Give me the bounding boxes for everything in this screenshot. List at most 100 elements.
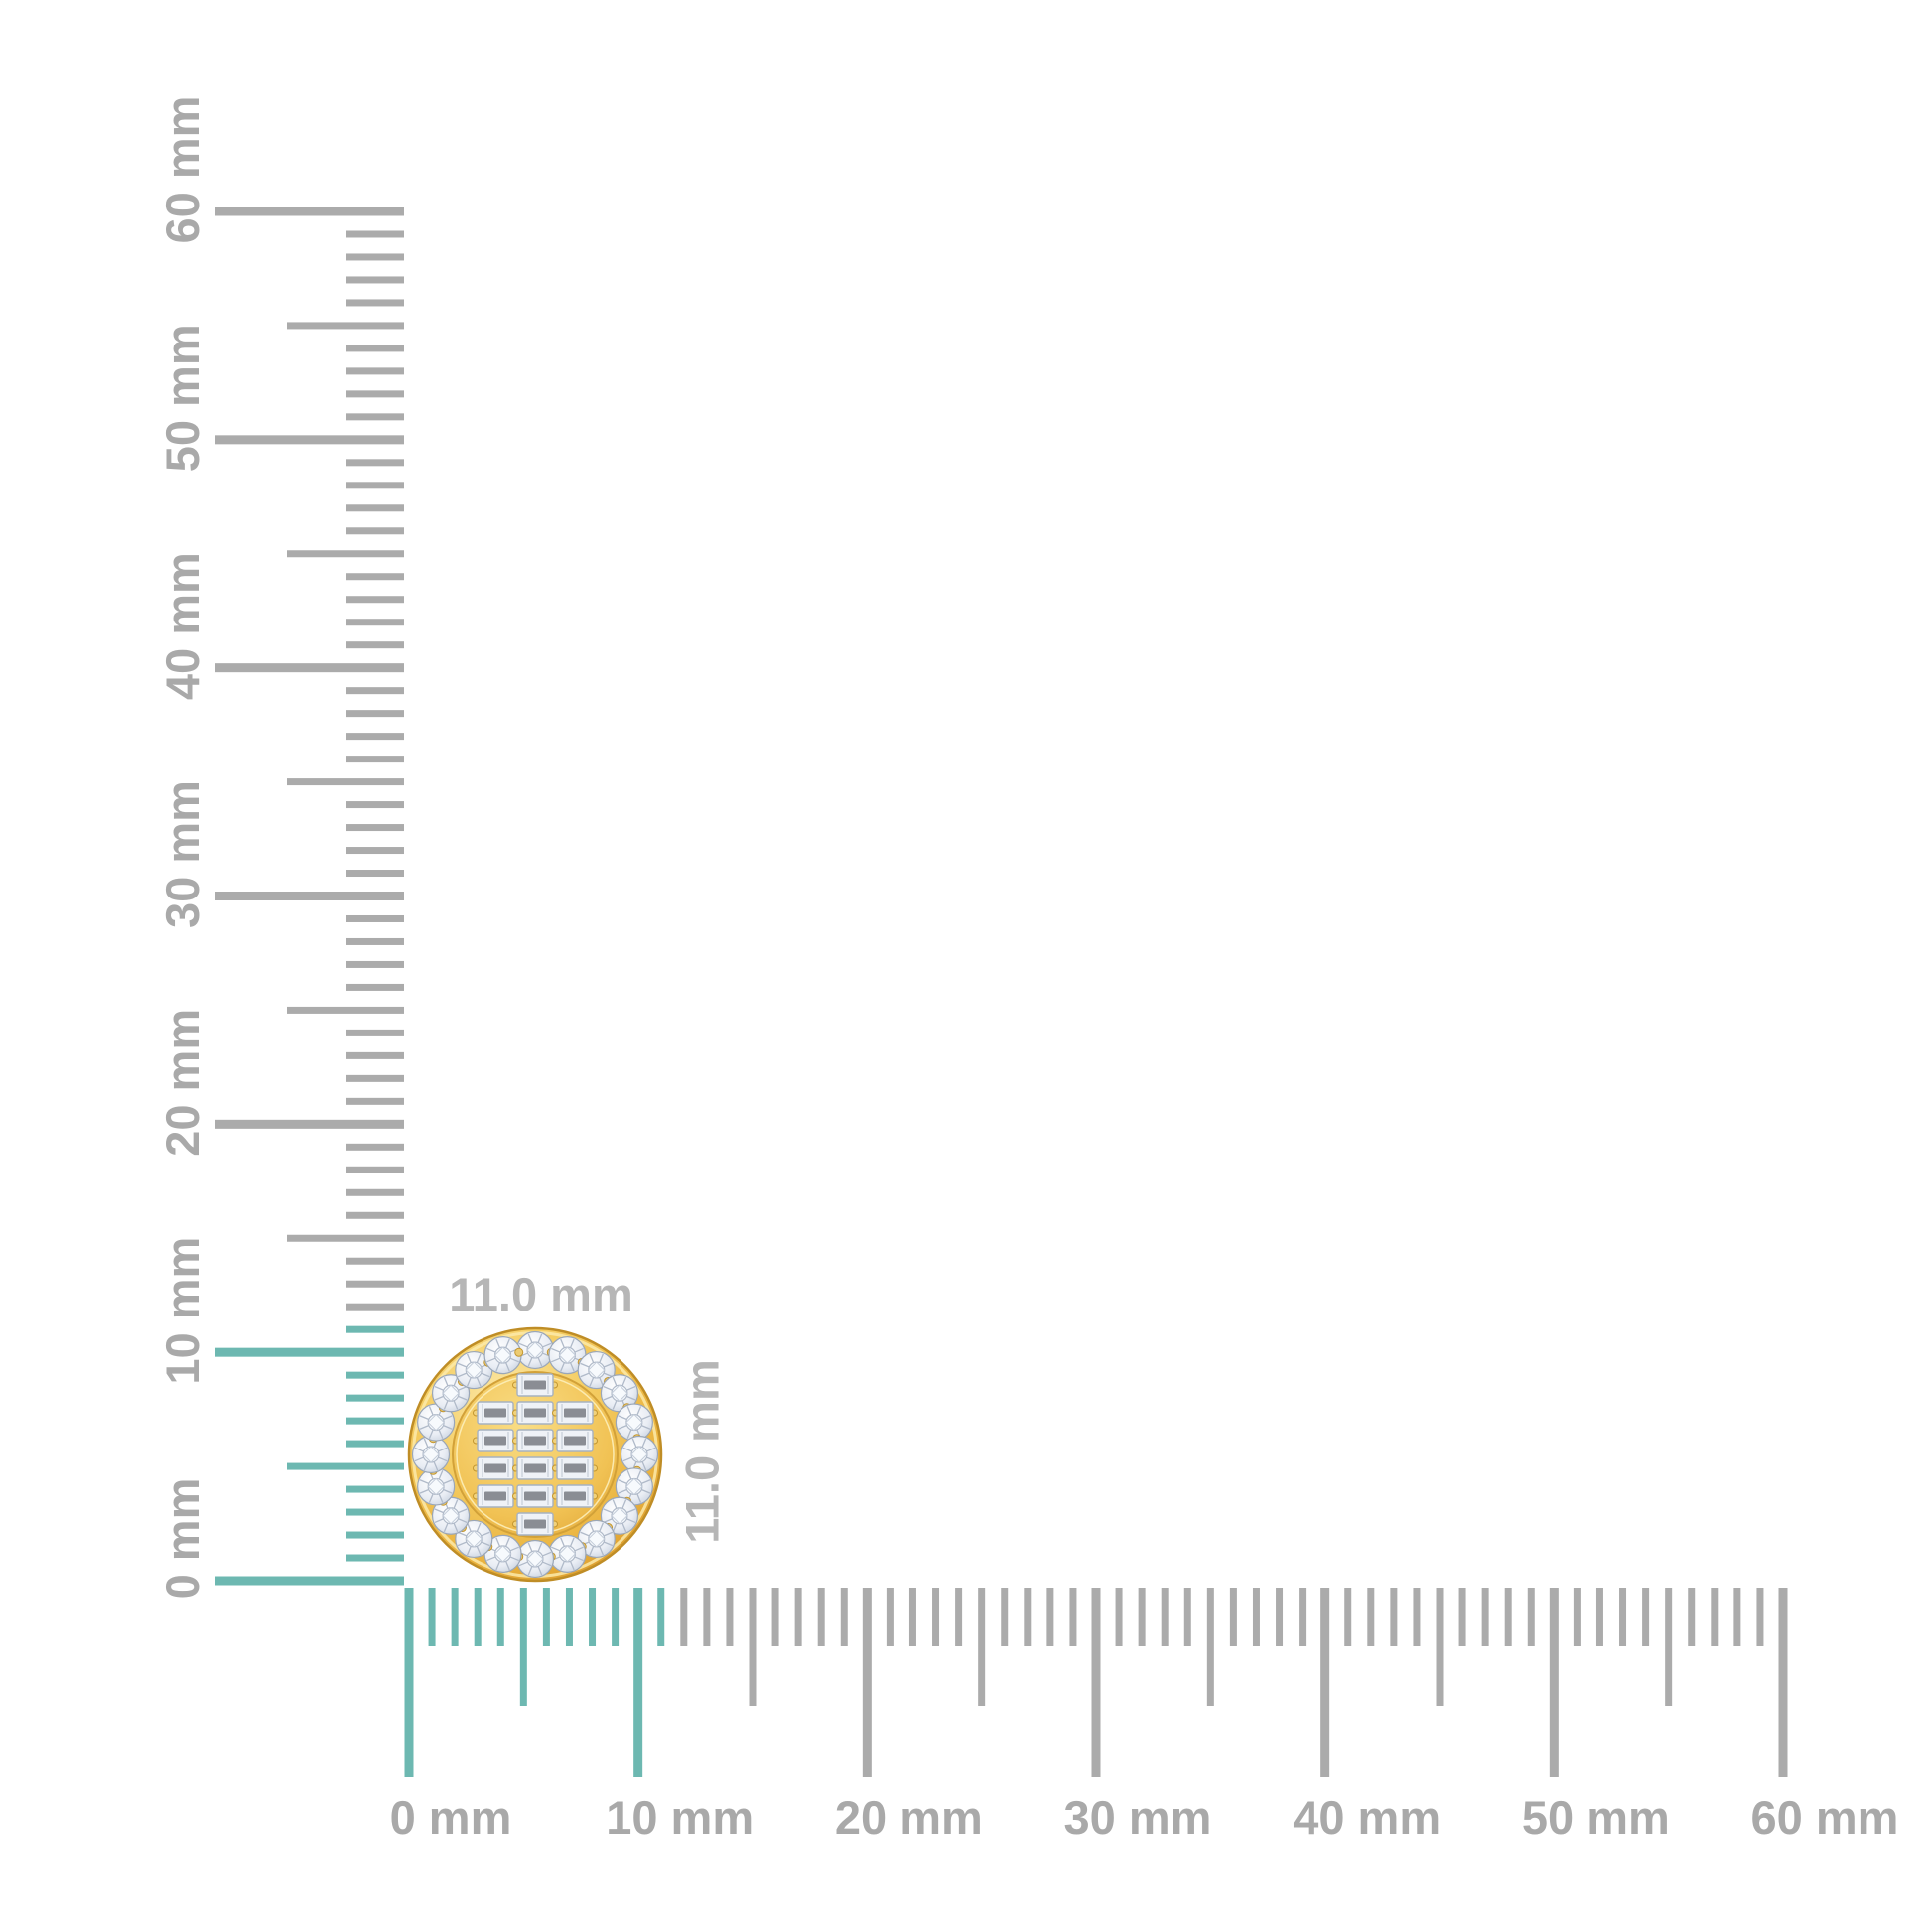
horizontal-ruler-tick-32mm [1138,1588,1146,1646]
halo-diamond-facet-line [612,1400,618,1410]
halo-diamond-table-facets [422,1446,440,1463]
halo-diamond-table [493,1346,512,1364]
halo-diamond-facet-line [486,1556,496,1562]
halo-diamond-facet-line [527,1333,533,1343]
halo-diamond-facet-line [443,1488,453,1494]
horizontal-ruler-tick-53mm [1619,1588,1627,1646]
baguette-diamond [512,1512,558,1536]
baguette-diamond [473,1484,518,1508]
baguette-core [524,1436,546,1446]
vertical-ruler-tick-49mm [346,459,404,467]
halo-diamond-facet-line [542,1342,552,1348]
baguette-core [484,1408,506,1418]
halo-diamond-table [422,1446,440,1463]
halo-diamond-facet-line [458,1518,468,1524]
vertical-ruler-tick-22mm [346,1074,404,1082]
halo-diamond-facet-line [560,1362,565,1372]
halo-diamond-facet-line [621,1522,627,1533]
halo-diamond-facet-line [434,1385,444,1391]
halo-diamond-facet-line [509,1556,519,1562]
halo-diamond-table [630,1446,648,1463]
horizontal-ruler-tick-26mm [1001,1588,1009,1646]
vertical-ruler-tick-16mm [346,1211,404,1219]
halo-diamond-table [465,1530,483,1548]
vertical-ruler-tick-25mm [287,1006,404,1014]
halo-diamond [615,1403,653,1442]
horizontal-ruler-tick-44mm [1413,1588,1421,1646]
halo-diamond-facet-line [618,1415,627,1421]
horizontal-ruler-tick-60mm [1778,1588,1788,1777]
halo-diamond-facet-line [646,1447,656,1452]
vertical-ruler-tick-1mm [346,1554,404,1562]
horizontal-ruler-tick-3mm [474,1588,482,1646]
vertical-ruler-tick-47mm [346,504,404,512]
halo-diamond-facet-line [434,1508,444,1514]
halo-diamond [417,1467,456,1506]
halo-diamond-facet-line [641,1488,651,1494]
baguette-diamond [473,1456,518,1480]
vertical-ruler-tick-34mm [346,801,404,809]
halo-diamond-table-facets [493,1346,512,1364]
halo-diamond-facet-line [527,1566,533,1576]
halo-diamond-facet-line [495,1537,501,1547]
vertical-ruler-tick-59mm [346,230,404,238]
horizontal-ruler-tick-59mm [1756,1588,1764,1646]
halo-diamond-facet-line [589,1546,595,1556]
horizontal-ruler-tick-57mm [1711,1588,1719,1646]
horizontal-ruler-tick-51mm [1573,1588,1581,1646]
halo-diamond-facet-line [599,1353,605,1363]
horizontal-ruler-tick-1mm [428,1588,436,1646]
vertical-ruler-tick-29mm [346,914,404,922]
horizontal-ruler: 0 mm 10 mm 20 mm 30 mm 40 mm 50 mm 60 mm [390,1588,1898,1844]
horizontal-ruler-tick-11mm [657,1588,665,1646]
halo-diamond-table-facets [625,1413,643,1432]
baguette-diamond [512,1429,558,1452]
halo-diamond [548,1336,587,1375]
halo-diamond-facet-line [612,1522,618,1533]
earring-inner-plate [452,1371,619,1538]
vertical-ruler-tick-35mm [287,778,404,786]
baguette-core [484,1436,506,1446]
halo-diamond-table-facets [558,1545,577,1563]
baguette-diamond [512,1484,558,1508]
horizontal-ruler-tick-45mm [1436,1588,1444,1706]
halo-diamond-facet-line [646,1456,656,1462]
halo-diamond-facet-line [551,1347,561,1353]
halo-diamond-facet-line [453,1522,459,1533]
halo-diamond-facet-line [622,1447,632,1452]
halo-diamond-facet-line [443,1425,453,1430]
vertical-ruler-label-50mm: 50 mm [156,324,208,472]
halo-diamond-facet-line [428,1406,434,1416]
halo-diamond-table [588,1361,606,1379]
height-measurement-label: 11.0 mm [676,1359,729,1544]
halo-diamond-facet-line [481,1541,490,1547]
horizontal-ruler-tick-41mm [1344,1588,1352,1646]
halo-diamond-table-facets [526,1341,544,1359]
horizontal-ruler-tick-15mm [749,1588,757,1706]
halo-diamond-facet-line [537,1333,543,1343]
halo-diamond-facet-line [542,1561,552,1567]
halo-diamond-facet-line [495,1561,501,1571]
vertical-ruler-tick-9mm [346,1371,404,1379]
halo-diamond-facet-line [527,1357,533,1367]
halo-diamond-facet-line [423,1461,429,1471]
vertical-ruler-tick-30mm [215,892,404,900]
halo-diamond-table [427,1477,445,1496]
halo-diamond [620,1435,659,1474]
vertical-ruler-label-30mm: 30 mm [156,780,208,928]
halo-diamond-facet-line [621,1499,627,1509]
vertical-ruler-tick-40mm [215,663,404,673]
halo-diamond-facet-line [551,1546,561,1552]
horizontal-ruler-label-0mm: 0 mm [390,1791,512,1844]
halo-diamond-facet-line [433,1461,439,1471]
baguette-core [564,1491,586,1501]
halo-diamond-facet-line [626,1429,632,1439]
vertical-ruler-tick-0mm [215,1576,404,1586]
halo-diamond-facet-line [457,1541,468,1547]
horizontal-ruler-tick-42mm [1367,1588,1375,1646]
halo-diamond-facet-line [603,1395,613,1401]
vertical-ruler-tick-19mm [346,1143,404,1151]
halo-diamond-facet-line [414,1456,424,1462]
halo-diamond-facet-line [453,1499,459,1509]
halo-diamond-facet-line [569,1338,575,1348]
